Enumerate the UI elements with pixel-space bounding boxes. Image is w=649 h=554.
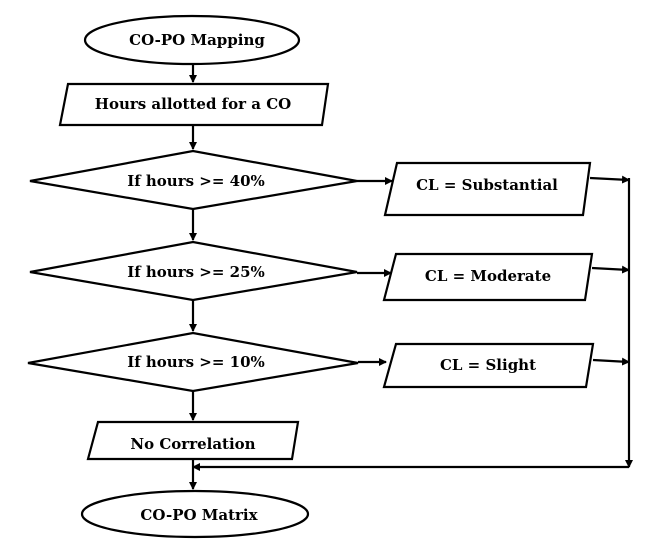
decision-diamond-3: If hours >= 10% [27,331,359,393]
end-terminal: CO-PO Matrix [80,489,310,539]
start-label: CO-PO Mapping [129,31,265,49]
decision-2-label: If hours >= 25% [127,263,265,281]
end-label: CO-PO Matrix [140,506,258,524]
fallback-box: No Correlation [86,420,300,461]
start-terminal: CO-PO Mapping [83,14,301,66]
decision-3-label: If hours >= 10% [127,353,265,371]
decision-1-label: If hours >= 40% [127,172,265,190]
input-box: Hours allotted for a CO [58,82,330,127]
fallback-label: No Correlation [130,435,255,453]
input-label: Hours allotted for a CO [95,95,291,113]
decision-diamond-1: If hours >= 40% [29,149,358,211]
decision-diamond-2: If hours >= 25% [29,240,358,302]
outcome-3-label: CL = Slight [440,356,536,374]
outcome-box-1: CL = Substantial [383,161,592,217]
outcome-box-3: CL = Slight [382,342,595,389]
connector-outcome-1-to-merge [589,175,630,184]
outcome-2-label: CL = Moderate [425,267,551,285]
outcome-box-2: CL = Moderate [382,252,594,302]
connector-outcome-3-to-merge [592,357,630,366]
outcome-1-label: CL = Substantial [416,176,558,194]
connector-outcome-2-to-merge [591,265,630,274]
